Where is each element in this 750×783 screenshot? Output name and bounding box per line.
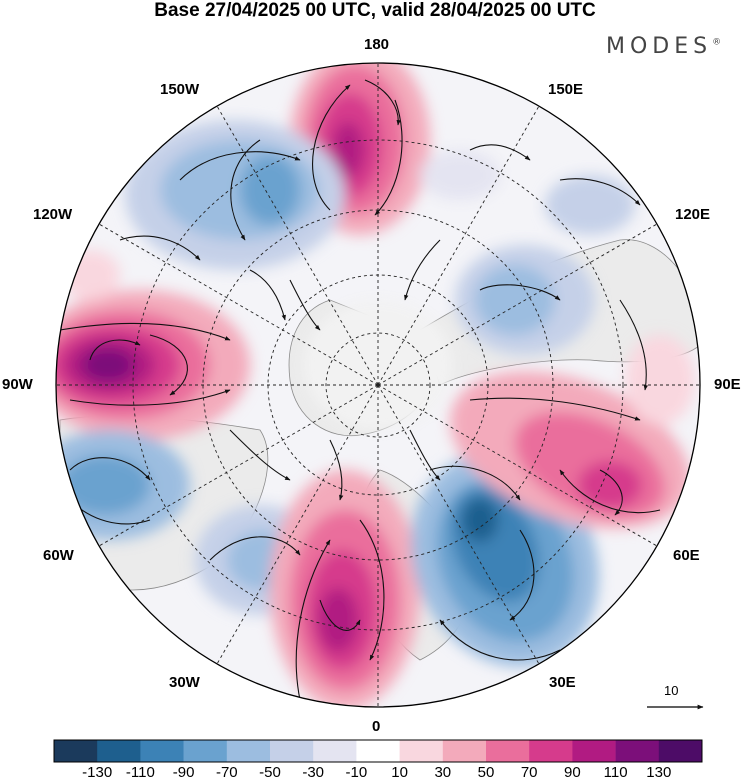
lon-label-90e: 90E xyxy=(714,376,741,393)
colorbar-tick-label: -130 xyxy=(82,764,113,781)
colorbar-cell xyxy=(356,740,400,762)
wind-vector xyxy=(509,529,535,621)
colorbar-tick-label: 110 xyxy=(603,764,628,781)
lon-label-150e: 150E xyxy=(548,81,584,98)
wind-vector xyxy=(319,599,361,631)
wind-vector xyxy=(409,429,441,481)
wind-vector xyxy=(149,334,188,396)
brand-mark: ® xyxy=(712,37,722,48)
modes-logo: MODES® xyxy=(606,34,721,59)
colorbar-cell xyxy=(270,740,314,762)
colorbar-cell xyxy=(529,740,573,762)
colorbar-tick-label: -50 xyxy=(259,764,281,781)
colorbar xyxy=(53,739,703,763)
brand-name: MODES xyxy=(606,34,713,59)
wind-vector xyxy=(229,429,291,481)
wind-vector xyxy=(295,539,331,701)
colorbar-cell xyxy=(399,740,444,762)
colorbar-tick-label: -90 xyxy=(172,764,195,781)
wind-vector xyxy=(619,299,648,391)
wind-vector xyxy=(364,79,401,126)
colorbar-tick-label: 90 xyxy=(564,764,581,781)
anomaly-positive-south xyxy=(318,588,358,652)
anomaly-positive-east-rim xyxy=(625,335,695,425)
colorbar-tick-label: -70 xyxy=(215,764,238,781)
map-disc xyxy=(56,63,700,707)
anomaly-negative-northeast xyxy=(420,150,500,200)
wind-vector xyxy=(429,465,521,501)
colorbar-cells xyxy=(54,740,703,762)
colorbar-cell xyxy=(97,740,141,762)
colorbar-tick-label: -10 xyxy=(345,764,368,781)
colorbar-tick-label: 50 xyxy=(477,764,495,781)
wind-vector xyxy=(179,151,301,181)
wind-vector xyxy=(329,439,344,501)
wind-vector xyxy=(59,322,231,341)
wind-vector xyxy=(374,99,403,216)
colorbar-tick-label: -110 xyxy=(125,764,155,781)
lon-label-120e: 120E xyxy=(675,206,711,223)
wind-vector xyxy=(119,235,201,261)
anomaly-negative-northeast xyxy=(545,175,635,235)
wind-vector xyxy=(249,269,286,321)
colorbar-cell xyxy=(615,740,660,762)
colorbar-frame xyxy=(53,739,703,763)
map-border xyxy=(55,62,701,708)
colorbar-cell xyxy=(183,740,228,762)
lon-label-120w: 120W xyxy=(33,206,73,223)
lon-label-0: 0 xyxy=(372,718,381,735)
wind-reference-label: 10 xyxy=(664,683,679,698)
wind-vector xyxy=(359,519,385,661)
wind-vector xyxy=(599,469,623,516)
lon-label-150w: 150W xyxy=(160,81,200,98)
wind-vector xyxy=(209,536,301,561)
colorbar-tick-label: 70 xyxy=(520,764,538,781)
anomaly-positive-north xyxy=(332,122,364,178)
map-title: Base 27/04/2025 00 UTC, valid 28/04/2025… xyxy=(154,0,596,21)
colorbar-cell xyxy=(442,740,487,762)
lon-label-90w: 90W xyxy=(2,376,33,393)
wind-vector xyxy=(479,284,561,301)
colorbar-cell xyxy=(140,740,184,762)
lon-label-30e: 30E xyxy=(549,674,576,691)
wind-vector xyxy=(312,84,351,211)
lon-label-30w: 30W xyxy=(169,674,200,691)
wind-vectors xyxy=(59,79,661,701)
wind-vector xyxy=(69,457,151,481)
wind-vector xyxy=(559,178,641,206)
colorbar-cell xyxy=(226,740,271,762)
colorbar-cell xyxy=(313,740,357,762)
wind-vector xyxy=(230,139,261,241)
anomaly-negative-southeast xyxy=(462,498,498,542)
colorbar-tick-label: -30 xyxy=(302,764,325,781)
wind-vector xyxy=(439,619,561,661)
anomaly-positive-west xyxy=(82,348,134,382)
wind-vector xyxy=(559,469,661,514)
lon-label-180: 180 xyxy=(364,36,390,53)
anomaly-negative-northeast xyxy=(475,265,555,335)
colorbar-tick-label: 130 xyxy=(646,764,672,781)
wind-vector xyxy=(69,389,231,406)
anomaly-negative-northwest xyxy=(240,155,300,225)
lon-label-60e: 60E xyxy=(673,547,700,564)
colorbar-cell xyxy=(658,740,703,762)
wind-vector xyxy=(469,144,531,161)
wind-vector xyxy=(89,339,141,361)
colorbar-cell xyxy=(486,740,530,762)
colorbar-cell xyxy=(572,740,616,762)
wind-vector xyxy=(469,397,641,421)
colorbar-tick-label: 30 xyxy=(434,764,452,781)
wind-vector xyxy=(404,239,441,301)
lon-label-60w: 60W xyxy=(43,547,74,564)
anomaly-negative-west xyxy=(60,455,150,515)
colorbar-tick-label: 10 xyxy=(391,764,408,781)
anomaly-positive-east xyxy=(578,461,642,509)
colorbar-cell xyxy=(54,740,98,762)
wind-vector xyxy=(289,279,321,331)
